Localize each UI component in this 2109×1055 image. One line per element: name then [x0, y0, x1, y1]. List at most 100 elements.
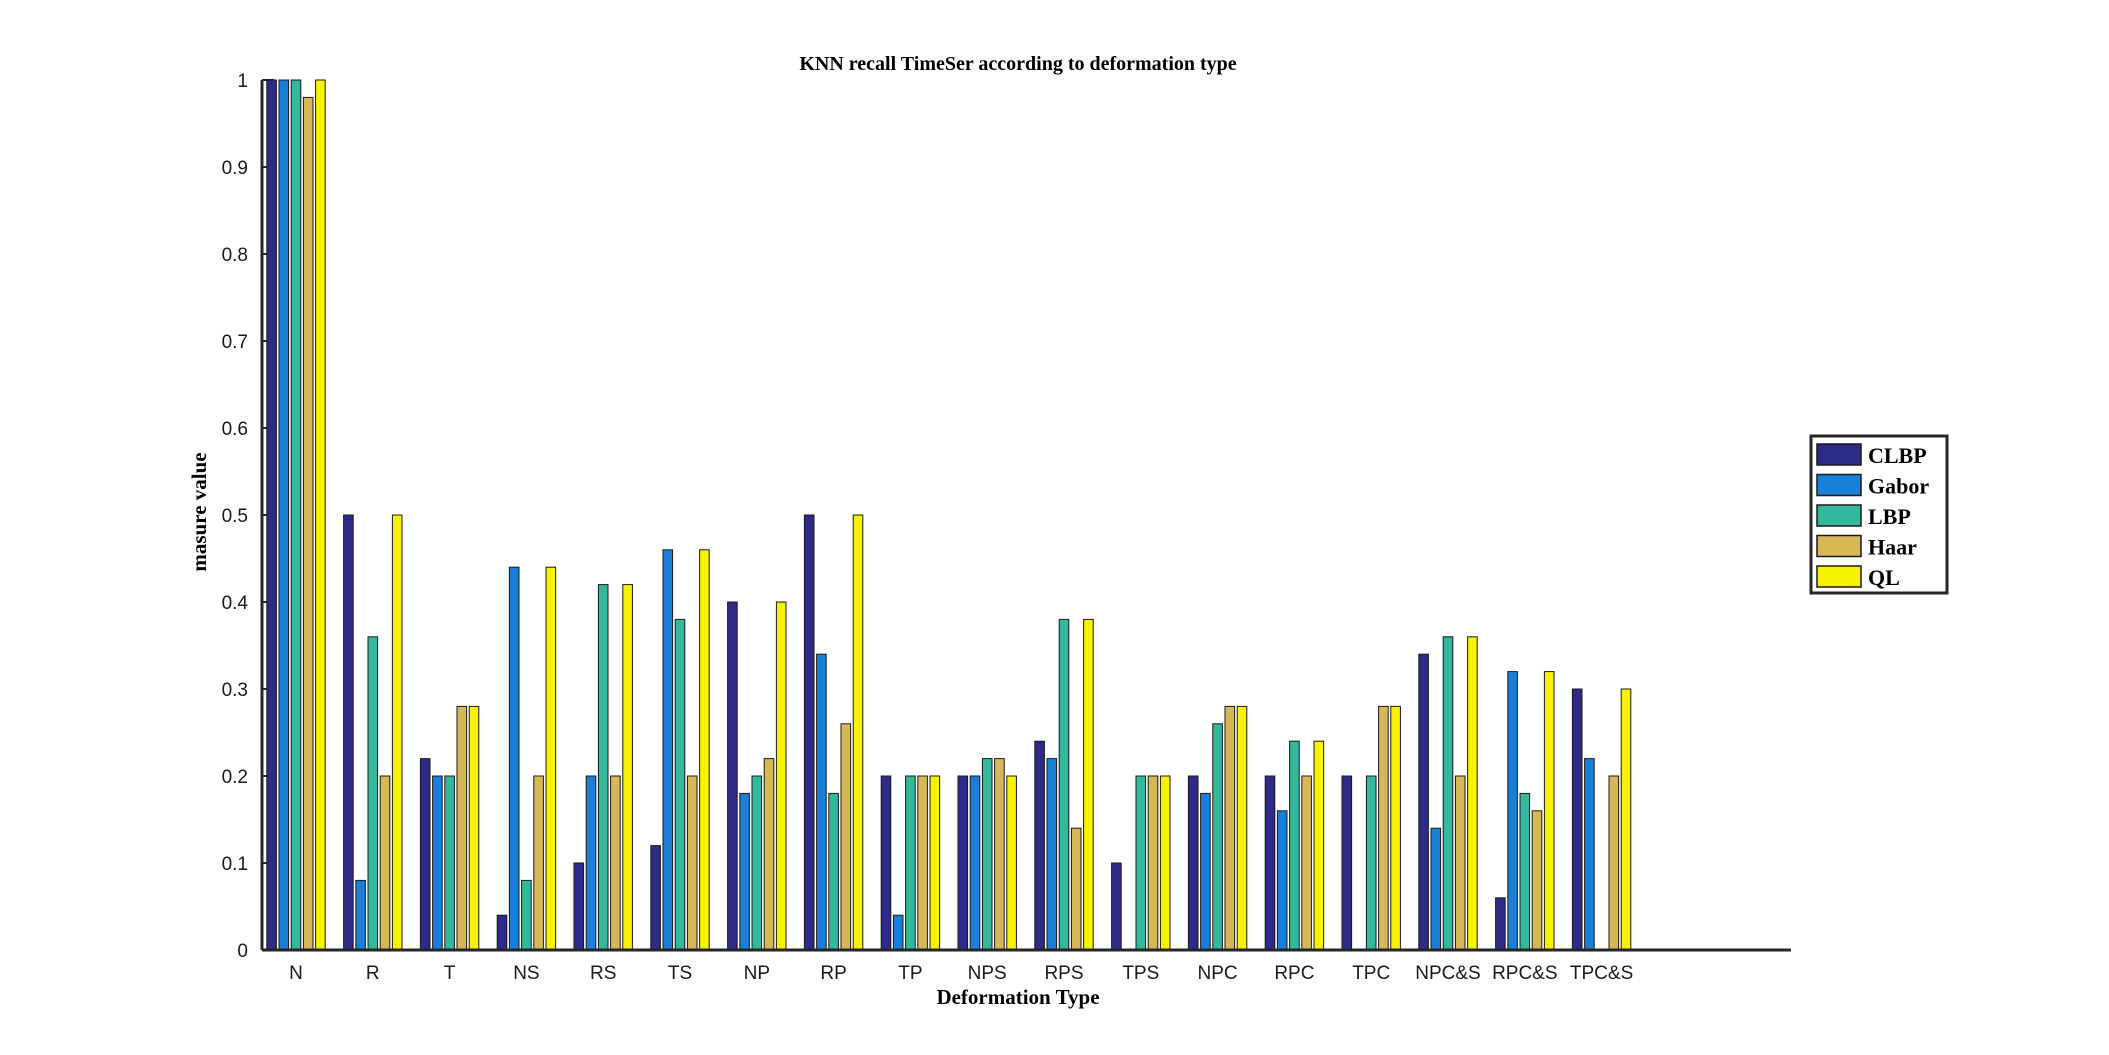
y-tick-label: 0.6 — [222, 419, 248, 440]
y-tick-label: 0.3 — [222, 680, 248, 701]
x-tick-label: RPC — [1274, 963, 1314, 984]
y-tick-label: 1 — [237, 71, 248, 92]
bar-gabor-ts — [662, 549, 674, 951]
bar-clbp-n — [266, 79, 277, 951]
bar-gabor-npc — [1200, 792, 1211, 951]
bar-clbp-np — [727, 601, 738, 951]
bar-lbp-tpc — [1365, 775, 1377, 951]
legend-swatch-lbp — [1816, 504, 1862, 527]
x-tick-label: TPC&S — [1570, 963, 1633, 984]
y-tick-label: 0.7 — [222, 332, 248, 353]
bar-ql-rs — [622, 584, 633, 951]
bar-haar-ts — [686, 775, 698, 951]
bar-haar-t — [456, 705, 468, 951]
legend-swatch-ql — [1816, 565, 1862, 588]
bar-lbp-n — [290, 79, 302, 951]
x-tick-label: RPS — [1044, 963, 1083, 984]
bar-gabor-npcands — [1430, 827, 1442, 951]
bar-clbp-npcands — [1418, 653, 1429, 951]
bar-ql-npc — [1236, 705, 1248, 951]
bar-gabor-np — [739, 792, 750, 951]
bar-lbp-rpcands — [1519, 792, 1531, 951]
bar-gabor-rp — [816, 653, 827, 951]
x-tick-label: R — [366, 963, 380, 984]
x-tick-label: TPS — [1122, 963, 1159, 984]
bar-clbp-rps — [1034, 740, 1045, 951]
bar-clbp-ns — [496, 914, 508, 951]
bar-haar-tpc — [1378, 705, 1389, 951]
y-tick-label: 0.2 — [222, 767, 248, 788]
x-tick-label: NPC&S — [1415, 963, 1480, 984]
bar-haar-tps — [1147, 775, 1159, 951]
bar-gabor-n — [278, 79, 290, 951]
x-tick-label: TS — [668, 963, 692, 984]
bar-lbp-rp — [828, 792, 839, 951]
x-tick-label: RS — [590, 963, 616, 984]
bar-ql-rp — [852, 514, 864, 951]
bar-clbp-tpcands — [1571, 688, 1583, 951]
y-tick-label: 0.9 — [222, 158, 248, 179]
bar-lbp-ts — [674, 618, 686, 951]
x-tick-label: TP — [898, 963, 922, 984]
bar-haar-rp — [840, 723, 852, 951]
bar-gabor-rps — [1046, 758, 1058, 951]
y-tick-label: 0.5 — [222, 506, 248, 527]
bar-clbp-ts — [650, 845, 661, 951]
bar-clbp-t — [419, 758, 431, 951]
bar-haar-rpcands — [1531, 810, 1543, 951]
y-tick-label: 0.1 — [222, 854, 248, 875]
bar-gabor-t — [432, 775, 443, 951]
bar-lbp-rps — [1058, 618, 1070, 951]
bar-ql-nps — [1006, 775, 1017, 951]
x-tick-label: NPC — [1198, 963, 1238, 984]
bar-ql-tpc — [1390, 705, 1401, 951]
x-axis: N R T NS RS TS NP RP TP NPS RPS TPS NPC RPC TPC NPC&S RP… — [262, 948, 1791, 984]
bar-haar-r — [379, 775, 391, 951]
bar-lbp-rs — [597, 584, 609, 951]
bar-lbp-np — [751, 775, 763, 951]
bar-haar-rpc — [1301, 775, 1312, 951]
legend-label-ql: QL — [1868, 565, 1900, 590]
y-tick-label: 0.8 — [222, 245, 248, 266]
bar-clbp-npc — [1187, 775, 1199, 951]
legend-swatch-gabor — [1816, 473, 1862, 497]
legend-swatch-haar — [1816, 534, 1862, 558]
bar-ql-n — [315, 79, 326, 951]
x-tick-label: NP — [744, 963, 770, 984]
x-tick-label: RPC&S — [1492, 963, 1557, 984]
bar-gabor-tpcands — [1584, 758, 1595, 951]
x-tick-label: NS — [513, 963, 539, 984]
legend-label-clbp: CLBP — [1868, 443, 1927, 468]
legend-swatch-clbp — [1816, 443, 1862, 466]
bar-clbp-tp — [880, 775, 892, 951]
y-axis-label: masure value — [187, 452, 211, 571]
bar-ql-rpc — [1313, 740, 1325, 951]
bar-ql-ns — [545, 566, 557, 951]
bar-lbp-npcands — [1442, 636, 1454, 951]
legend-label-haar: Haar — [1868, 535, 1917, 560]
bars-layer — [266, 79, 1632, 951]
bar-clbp-rpc — [1264, 775, 1276, 951]
bar-clbp-r — [343, 514, 354, 951]
bar-haar-npc — [1224, 705, 1236, 951]
bar-ql-t — [468, 705, 480, 951]
y-tick-label: 0.4 — [222, 593, 249, 614]
bar-ql-tps — [1159, 775, 1171, 951]
bar-haar-rs — [610, 775, 621, 951]
bar-clbp-rs — [573, 862, 585, 951]
bar-ql-tp — [929, 775, 941, 951]
x-tick-label: T — [444, 963, 456, 984]
bar-gabor-rpcands — [1507, 671, 1518, 951]
legend-label-gabor: Gabor — [1868, 474, 1929, 499]
y-axis: 0 0.1 0.2 0.3 0.4 0.5 0.6 0.7 0.8 0.9 1 — [222, 71, 274, 962]
bar-haar-n — [302, 96, 314, 951]
bar-haar-tp — [917, 775, 928, 951]
x-tick-label: N — [289, 963, 303, 984]
x-tick-label: TPC — [1352, 963, 1390, 984]
bar-lbp-tp — [905, 775, 916, 951]
bar-lbp-r — [367, 636, 379, 951]
bar-ql-npcands — [1467, 636, 1478, 951]
bar-haar-rps — [1070, 827, 1082, 951]
bar-haar-npcands — [1454, 775, 1466, 951]
